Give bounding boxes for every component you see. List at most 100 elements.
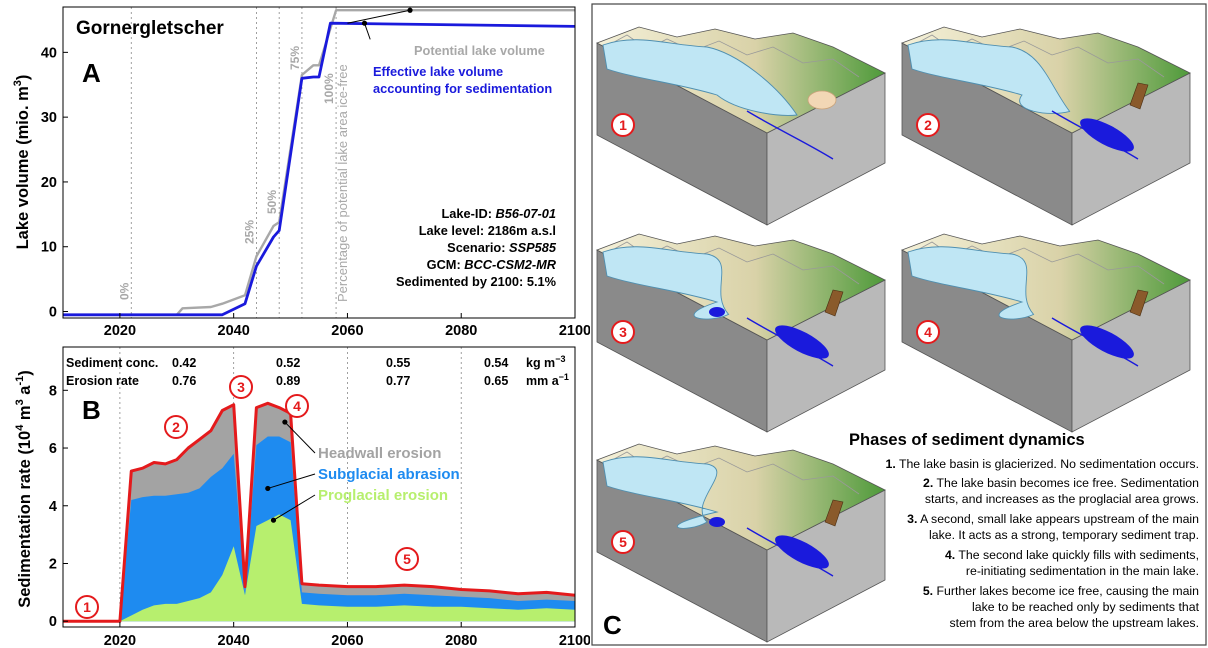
x-tick-label: 2040 <box>218 323 250 335</box>
y-tick-label: 0 <box>49 305 57 321</box>
x-tick-label: 2100 <box>559 633 590 648</box>
panel-b-letter: B <box>82 395 101 425</box>
block-marker <box>611 530 635 554</box>
leader-potential <box>347 9 411 24</box>
percent-label: 75% <box>288 46 302 70</box>
stats-row1-label: Sediment conc. <box>66 356 158 370</box>
phase-marker <box>285 394 309 418</box>
percent-label: 0% <box>117 282 131 300</box>
phase-marker <box>75 595 99 619</box>
chart-a-title: Gornergletscher <box>76 18 224 39</box>
step-5: 5. Further lakes become ice free, causin… <box>922 584 1199 630</box>
volume-lines <box>63 7 576 317</box>
phase-markers-b: 1 2 3 4 5 <box>75 375 419 619</box>
dam <box>1129 82 1149 110</box>
x-tick-label: 2080 <box>445 633 477 648</box>
main-lake <box>1080 325 1134 359</box>
x-tick-label: 2020 <box>104 633 136 648</box>
step-2: 2. The lake basin becomes ice free. Sedi… <box>923 476 1199 506</box>
y-tick-label: 10 <box>41 240 57 256</box>
svg-text:0.54: 0.54 <box>484 356 508 370</box>
svg-text:Scenario: SSP585: Scenario: SSP585 <box>447 240 557 255</box>
svg-text:0.76: 0.76 <box>172 374 196 388</box>
plot-frame-b <box>62 346 576 628</box>
legend-a: Potential lake volume Effective lake vol… <box>373 43 552 96</box>
phase-marker-label: 3 <box>237 379 245 395</box>
svg-text:0.65: 0.65 <box>484 374 508 388</box>
sediment-areas <box>63 401 576 623</box>
lake-volume-chart: 0%25%50%75%100% 2020 2040 2060 2080 21000102… <box>12 6 590 335</box>
stats-row2-unit: mm a−1 <box>526 372 569 388</box>
river <box>746 110 834 160</box>
svg-text:Lake-ID: B56-07-01: Lake-ID: B56-07-01 <box>441 206 556 221</box>
y-tick-label: 30 <box>41 110 57 126</box>
leader-dot <box>407 7 413 13</box>
phase-marker-label: 2 <box>172 419 180 435</box>
panel-c-illustration: 1 2 3 4 5 C Phases of sediment dynamics <box>591 3 1207 646</box>
svg-text:Sedimented by 2100: 5.1%: Sedimented by 2100: 5.1% <box>396 274 557 289</box>
glacier <box>602 39 798 116</box>
stats-row1-unit: kg m−3 <box>526 354 565 370</box>
y-tick-label: 4 <box>49 499 57 515</box>
svg-text:0.55: 0.55 <box>386 356 410 370</box>
glacier <box>907 39 1071 114</box>
x-tick-label: 2060 <box>331 633 363 648</box>
y-tick-label: 2 <box>49 556 57 572</box>
block-marker <box>611 113 635 137</box>
panel-a-letter: A <box>82 58 101 88</box>
legend-potential: Potential lake volume <box>414 43 545 58</box>
panel-c-letter: C <box>603 610 622 640</box>
landscape-block: 1 <box>596 26 886 226</box>
sedimentation-chart: 2020 2040 2060 2080 2100 0 2 4 6 8 Sedimentation … <box>14 346 590 648</box>
percent-label: 25% <box>242 220 256 244</box>
legend-subglacial: Subglacial abrasion <box>318 466 460 483</box>
landscape-block: 3 <box>596 233 886 433</box>
axes-b: 2020 2040 2060 2080 2100 0 2 4 6 8 <box>49 346 590 648</box>
effective-volume-line <box>63 21 576 317</box>
y-tick-label: 0 <box>49 614 57 630</box>
legend-headwall: Headwall erosion <box>318 445 441 462</box>
svg-text:0.52: 0.52 <box>276 356 300 370</box>
proglacial-area <box>63 514 575 622</box>
block-marker-label: 5 <box>619 534 627 550</box>
step-1: 1. The lake basin is glacierized. No sed… <box>885 457 1199 471</box>
legend-leader <box>284 421 316 454</box>
svg-text:0.77: 0.77 <box>386 374 410 388</box>
phase-marker <box>229 375 253 399</box>
leader-dot <box>270 517 277 523</box>
x-tick-label: 2060 <box>331 323 363 335</box>
legend-effective-2: accounting for sedimentation <box>373 81 552 96</box>
phase-marker-label: 1 <box>83 599 91 615</box>
phases-heading: Phases of sediment dynamics <box>849 431 1085 449</box>
legend-b: Headwall erosion Subglacial abrasion Pro… <box>318 445 460 504</box>
svg-text:0.89: 0.89 <box>276 374 300 388</box>
upstream-lake <box>709 517 725 527</box>
phase-marker-label: 5 <box>403 551 411 567</box>
total-outline <box>63 401 576 623</box>
y-axis-label-a: Lake volume (mio. m3) <box>12 75 32 250</box>
landscape-blocks: 1 2 3 4 5 <box>596 26 1191 643</box>
y-tick-label: 6 <box>49 441 57 457</box>
dam-site <box>807 90 837 110</box>
glacier <box>907 246 1035 320</box>
y-tick-label: 8 <box>49 383 57 399</box>
plot-frame-a <box>62 6 576 319</box>
leader-dot <box>265 485 271 492</box>
legend-proglacial: Proglacial erosion <box>318 487 448 504</box>
stats-row2-label: Erosion rate <box>66 374 139 388</box>
landscape-block: 5 <box>596 443 886 643</box>
x-tick-label: 2020 <box>104 323 136 335</box>
percent-label: 100% <box>322 73 336 104</box>
block-marker <box>611 320 635 344</box>
landscape-block: 4 <box>901 233 1191 433</box>
block-marker <box>916 320 940 344</box>
block-marker-label: 3 <box>619 324 627 340</box>
upstream-lake <box>709 307 725 317</box>
svg-text:0.42: 0.42 <box>172 356 196 370</box>
legend-leader <box>273 494 316 521</box>
glacier <box>602 246 730 320</box>
dam <box>824 499 844 527</box>
main-lake <box>775 325 829 359</box>
block-marker <box>916 113 940 137</box>
glacier <box>602 456 719 529</box>
